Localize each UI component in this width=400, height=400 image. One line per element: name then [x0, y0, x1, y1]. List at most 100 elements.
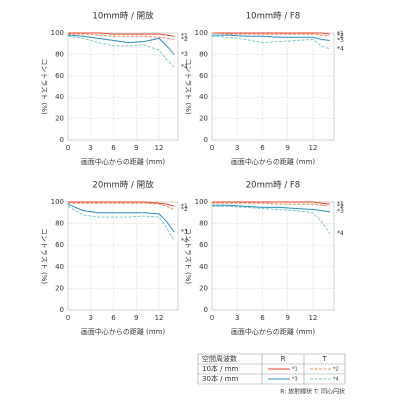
- series-label: *2: [181, 36, 188, 43]
- y-tick-label: 60: [199, 241, 208, 249]
- series-label: *4: [181, 237, 188, 244]
- y-tick-label: 40: [55, 93, 64, 101]
- y-tick-label: 80: [199, 50, 208, 58]
- legend-key: *3: [292, 377, 298, 383]
- series-line: [67, 35, 175, 68]
- x-axis-label: 画面中心からの距離 (mm): [231, 157, 316, 166]
- x-tick-label: 12: [309, 314, 318, 322]
- legend-key: *1: [292, 367, 298, 373]
- y-tick-label: 60: [199, 72, 208, 80]
- x-tick-label: 3: [235, 314, 239, 322]
- y-tick-label: 0: [60, 136, 64, 144]
- y-tick-label: 20: [199, 284, 208, 292]
- table-note: R: 放射線状 T: 同心円状: [280, 388, 345, 396]
- chart-title: 10mm時 / 開放: [92, 11, 154, 22]
- y-tick-label: 20: [55, 284, 64, 292]
- series-label: *3: [181, 51, 188, 58]
- series-line: [212, 34, 330, 41]
- y-axis-label: コントラスト (%): [40, 228, 48, 284]
- table-row-label: 30本 / mm: [202, 374, 239, 383]
- y-tick-label: 40: [199, 263, 208, 271]
- y-tick-label: 40: [55, 263, 64, 271]
- y-tick-label: 100: [195, 198, 208, 206]
- series-line: [212, 32, 330, 35]
- series-line: [212, 202, 330, 207]
- series-line: [68, 33, 175, 40]
- series-label: *3: [181, 229, 188, 236]
- y-tick-label: 100: [51, 29, 64, 37]
- series-label: *2: [337, 33, 344, 40]
- series-line: [68, 201, 175, 207]
- legend-key: *4: [333, 377, 339, 383]
- x-tick-label: 9: [134, 314, 138, 322]
- chart-title: 10mm時 / F8: [246, 12, 300, 22]
- series-line: [68, 202, 175, 211]
- y-tick-label: 80: [199, 220, 208, 228]
- table-header: T: [321, 355, 327, 363]
- x-axis-label: 画面中心からの距離 (mm): [81, 327, 166, 336]
- series-label: *3: [337, 37, 344, 44]
- table-header: R: [281, 355, 286, 363]
- series-label: *4: [181, 64, 188, 71]
- x-tick-label: 6: [111, 144, 116, 152]
- series-label: *1: [181, 203, 188, 210]
- legend-key: *2: [333, 367, 339, 373]
- y-tick-label: 60: [55, 72, 64, 80]
- y-tick-label: 0: [60, 306, 64, 314]
- series-label: *1: [337, 31, 344, 38]
- x-tick-label: 6: [260, 144, 265, 152]
- series-label: *2: [181, 206, 188, 213]
- series-line: [67, 203, 175, 233]
- x-tick-label: 0: [66, 144, 70, 152]
- x-tick-label: 3: [235, 144, 239, 152]
- x-tick-label: 12: [155, 144, 164, 152]
- x-tick-label: 3: [89, 144, 93, 152]
- series-line: [67, 205, 175, 242]
- series-line: [211, 35, 330, 50]
- x-tick-label: 9: [285, 314, 289, 322]
- series-line: [212, 204, 330, 213]
- y-tick-label: 80: [55, 50, 64, 58]
- x-axis-label: 画面中心からの距離 (mm): [81, 157, 166, 166]
- y-tick-label: 0: [204, 306, 208, 314]
- y-tick-label: 20: [199, 115, 208, 123]
- table-header: 空間周波数: [202, 354, 237, 363]
- y-tick-label: 100: [51, 198, 64, 206]
- y-axis-label: コントラスト (%): [184, 228, 192, 284]
- plot-frame: [211, 201, 335, 311]
- x-tick-label: 0: [210, 144, 214, 152]
- y-tick-label: 20: [55, 115, 64, 123]
- y-axis-label: コントラスト (%): [40, 58, 48, 114]
- y-tick-label: 0: [204, 136, 208, 144]
- series-line: [68, 32, 175, 37]
- x-tick-label: 9: [285, 144, 289, 152]
- series-label: *1: [337, 201, 344, 208]
- chart-title: 20mm時 / F8: [246, 181, 300, 191]
- x-tick-label: 3: [89, 314, 93, 322]
- series-label: *2: [337, 203, 344, 210]
- legend-table: 空間周波数 R T 10本 / mm *1 *2 30本 / mm *3 *4: [197, 353, 346, 385]
- y-tick-label: 40: [199, 93, 208, 101]
- plot-frame: [67, 201, 179, 311]
- series-line: [212, 205, 331, 234]
- series-line: [67, 34, 175, 55]
- x-axis-label: 画面中心からの距離 (mm): [231, 327, 316, 336]
- x-tick-label: 0: [66, 314, 70, 322]
- x-tick-label: 0: [210, 314, 214, 322]
- plot-frame: [211, 32, 335, 141]
- chart-title: 20mm時 / 開放: [92, 180, 154, 191]
- y-axis-label: コントラスト (%): [184, 58, 192, 114]
- series-label: *3: [337, 208, 344, 215]
- table-row-label: 10本 / mm: [202, 364, 239, 373]
- series-label: *4: [337, 46, 344, 53]
- x-tick-label: 6: [111, 314, 116, 322]
- y-tick-label: 60: [55, 241, 64, 249]
- y-tick-label: 100: [195, 29, 208, 37]
- x-tick-label: 6: [260, 314, 265, 322]
- x-tick-label: 12: [155, 314, 164, 322]
- series-label: *1: [181, 33, 188, 40]
- x-tick-label: 9: [134, 144, 138, 152]
- series-label: *4: [337, 230, 344, 237]
- series-line: [212, 201, 330, 205]
